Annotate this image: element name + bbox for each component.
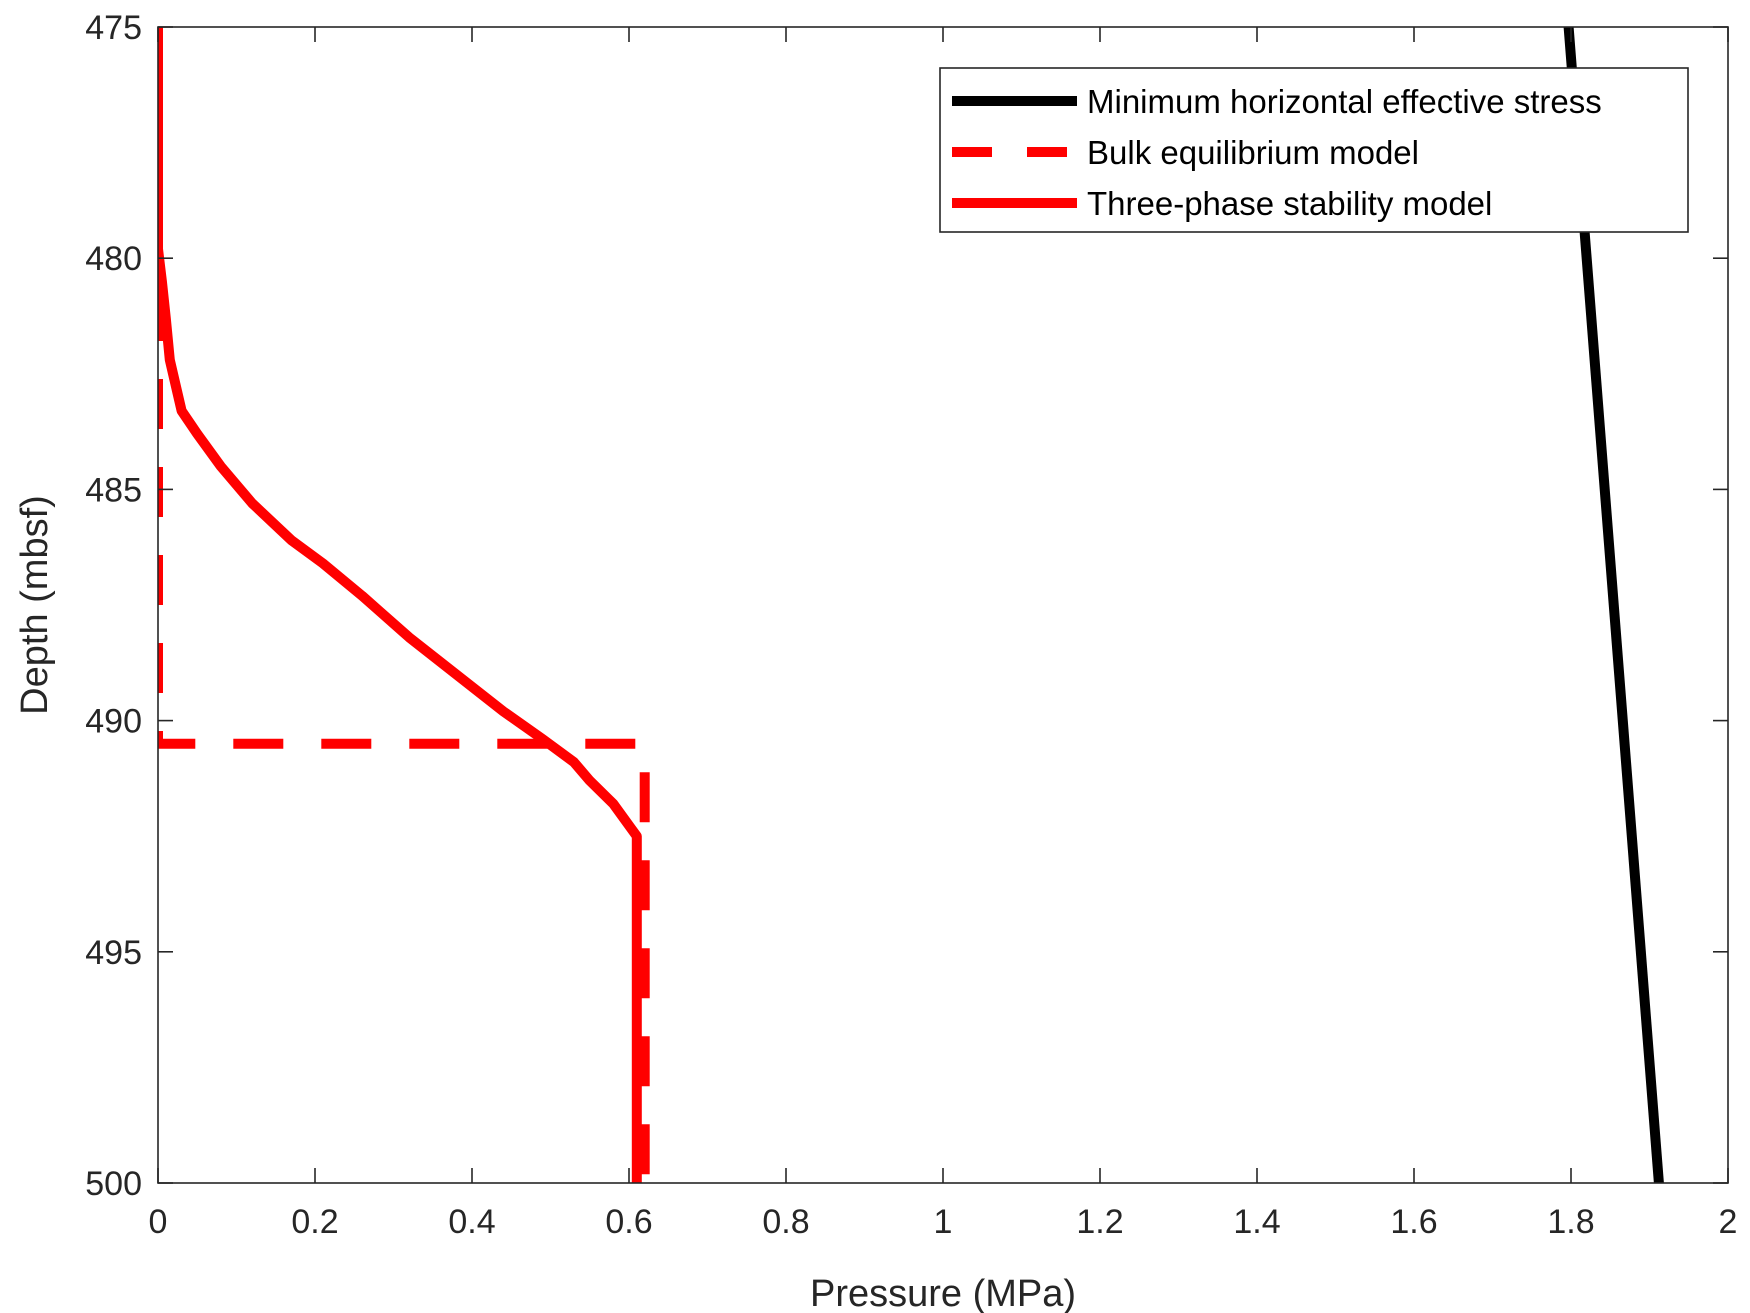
series-line-bulk-equilibrium-model — [158, 27, 650, 1183]
y-tick-label: 495 — [85, 934, 142, 972]
x-tick-label: 2 — [1719, 1203, 1738, 1241]
x-tick-label: 1.6 — [1390, 1203, 1437, 1241]
legend-label-bulk-equilibrium-model: Bulk equilibrium model — [1087, 134, 1419, 171]
y-tick-label: 500 — [85, 1165, 142, 1203]
x-tick-label: 1.8 — [1547, 1203, 1594, 1241]
x-tick-label: 1 — [934, 1203, 953, 1241]
legend: Minimum horizontal effective stress Bulk … — [939, 67, 1689, 233]
x-tick-label: 1.2 — [1076, 1203, 1123, 1241]
x-tick-label: 1.4 — [1233, 1203, 1280, 1241]
x-tick-label: 0.8 — [762, 1203, 809, 1241]
y-axis-title: Depth (mbsf) — [14, 495, 56, 715]
x-tick-label: 0.6 — [605, 1203, 652, 1241]
x-tick-label: 0.2 — [291, 1203, 338, 1241]
legend-label-three-phase-stability-model: Three-phase stability model — [1087, 185, 1492, 222]
y-tick-label: 475 — [85, 9, 142, 47]
y-tick-label: 490 — [85, 703, 142, 741]
y-tick-label: 480 — [85, 240, 142, 278]
legend-label-minimum-horizontal-effective-stress: Minimum horizontal effective stress — [1087, 83, 1602, 120]
series-line-three-phase-stability-model — [158, 27, 642, 1183]
x-axis-title: Pressure (MPa) — [810, 1273, 1076, 1313]
y-tick-label: 485 — [85, 471, 142, 509]
x-tick-label: 0.4 — [448, 1203, 495, 1241]
axes: 0 0.2 0.4 0.6 0.8 1 1.2 1.4 1.6 1.8 2 475 480 485 490 4… — [14, 9, 1737, 1313]
x-tick-label: 0 — [149, 1203, 168, 1241]
